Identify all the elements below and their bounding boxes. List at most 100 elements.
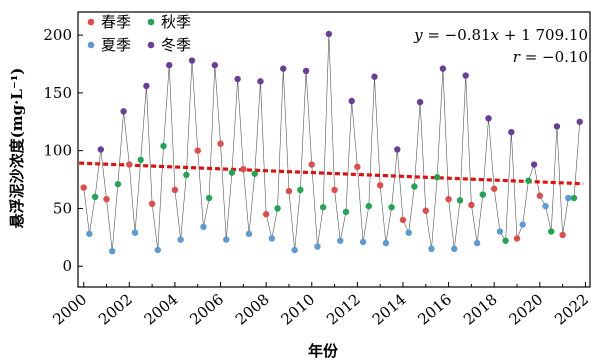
data-point-winter bbox=[280, 65, 286, 71]
y-tick-label: 50 bbox=[53, 199, 72, 217]
data-point-spring bbox=[286, 188, 292, 194]
data-point-winter bbox=[577, 119, 583, 125]
data-point-autumn bbox=[343, 209, 349, 215]
data-point-spring bbox=[331, 187, 337, 193]
regression-equation: y = −0.81x + 1 709.10 bbox=[413, 26, 588, 44]
data-point-winter bbox=[508, 129, 514, 135]
data-point-summer bbox=[246, 231, 252, 237]
x-tick-label: 2014 bbox=[369, 290, 410, 328]
legend-label-winter: 冬季 bbox=[161, 36, 191, 54]
data-point-winter bbox=[257, 78, 263, 84]
data-point-winter bbox=[394, 146, 400, 152]
data-point-spring bbox=[559, 232, 565, 238]
data-point-autumn bbox=[571, 195, 577, 201]
x-tick-label: 2018 bbox=[460, 290, 501, 328]
data-point-summer bbox=[269, 235, 275, 241]
x-axis-label: 年份 bbox=[308, 342, 339, 360]
data-point-summer bbox=[428, 246, 434, 252]
data-point-autumn bbox=[183, 172, 189, 178]
data-point-winter bbox=[326, 31, 332, 37]
y-tick-label: 0 bbox=[62, 257, 72, 275]
trend-line bbox=[79, 163, 583, 184]
data-point-autumn bbox=[229, 169, 235, 175]
data-point-spring bbox=[468, 202, 474, 208]
data-point-spring bbox=[400, 217, 406, 223]
data-point-summer bbox=[520, 221, 526, 227]
data-point-winter bbox=[531, 161, 537, 167]
data-point-winter bbox=[554, 123, 560, 129]
data-point-autumn bbox=[138, 157, 144, 163]
x-tick-label: 2016 bbox=[414, 290, 455, 328]
legend-marker-winter bbox=[148, 42, 155, 49]
legend: 春季 夏季 秋季 冬季 bbox=[88, 13, 191, 54]
data-point-summer bbox=[360, 239, 366, 245]
data-point-summer bbox=[565, 195, 571, 201]
data-point-summer bbox=[542, 203, 548, 209]
data-point-summer bbox=[109, 248, 115, 254]
data-point-autumn bbox=[206, 195, 212, 201]
data-point-summer bbox=[383, 240, 389, 246]
data-point-autumn bbox=[115, 181, 121, 187]
x-tick-label: 2004 bbox=[141, 290, 182, 328]
data-point-spring bbox=[491, 186, 497, 192]
data-point-summer bbox=[155, 247, 161, 253]
x-tick-label: 2010 bbox=[278, 290, 319, 328]
data-point-spring bbox=[354, 164, 360, 170]
data-point-autumn bbox=[434, 174, 440, 180]
data-point-winter bbox=[303, 68, 309, 74]
y-tick-label: 150 bbox=[43, 84, 72, 102]
data-point-spring bbox=[240, 166, 246, 172]
data-point-summer bbox=[314, 243, 320, 249]
data-point-autumn bbox=[320, 204, 326, 210]
x-tick-label: 2022 bbox=[551, 290, 592, 328]
legend-marker-autumn bbox=[148, 19, 155, 26]
data-point-autumn bbox=[297, 187, 303, 193]
data-point-spring bbox=[149, 201, 155, 207]
data-point-winter bbox=[417, 99, 423, 105]
data-point-spring bbox=[81, 184, 87, 190]
data-point-autumn bbox=[366, 203, 372, 209]
data-point-winter bbox=[463, 72, 469, 78]
data-point-winter bbox=[143, 83, 149, 89]
data-point-autumn bbox=[274, 205, 280, 211]
data-point-summer bbox=[86, 231, 92, 237]
data-point-autumn bbox=[457, 197, 463, 203]
equation-slope: = −0.81 bbox=[423, 26, 491, 44]
axes: 0 50 100 150 200 2000 2002 2004 2006 2008 2010 2012… bbox=[43, 26, 592, 329]
legend-marker-spring bbox=[88, 19, 95, 26]
data-point-spring bbox=[126, 161, 132, 167]
data-point-summer bbox=[177, 236, 183, 242]
data-point-winter bbox=[440, 65, 446, 71]
data-point-winter bbox=[212, 62, 218, 68]
x-tick-label: 2006 bbox=[186, 290, 227, 328]
data-point-autumn bbox=[388, 204, 394, 210]
data-point-winter bbox=[166, 62, 172, 68]
data-point-winter bbox=[189, 57, 195, 63]
data-point-spring bbox=[103, 196, 109, 202]
legend-marker-summer bbox=[88, 42, 95, 49]
correlation-coefficient: r = −0.10 bbox=[513, 48, 588, 66]
data-point-autumn bbox=[502, 238, 508, 244]
legend-label-summer: 夏季 bbox=[101, 36, 131, 54]
x-tick-label: 2008 bbox=[232, 290, 273, 328]
equation-intercept: + 1 709.10 bbox=[499, 26, 588, 44]
y-tick-label: 200 bbox=[43, 26, 72, 44]
x-tick-label: 2012 bbox=[323, 290, 364, 328]
legend-label-autumn: 秋季 bbox=[161, 13, 191, 31]
data-point-winter bbox=[485, 115, 491, 121]
data-point-summer bbox=[200, 224, 206, 230]
data-point-autumn bbox=[92, 194, 98, 200]
data-point-spring bbox=[445, 196, 451, 202]
data-point-spring bbox=[172, 187, 178, 193]
data-point-spring bbox=[514, 235, 520, 241]
data-point-autumn bbox=[480, 191, 486, 197]
x-tick-label: 2000 bbox=[49, 290, 90, 328]
data-point-summer bbox=[337, 238, 343, 244]
x-tick-label: 2020 bbox=[506, 290, 547, 328]
legend-label-spring: 春季 bbox=[101, 13, 131, 31]
data-point-summer bbox=[405, 229, 411, 235]
data-point-autumn bbox=[252, 171, 258, 177]
x-tick-label: 2002 bbox=[95, 290, 136, 328]
data-point-summer bbox=[132, 229, 138, 235]
